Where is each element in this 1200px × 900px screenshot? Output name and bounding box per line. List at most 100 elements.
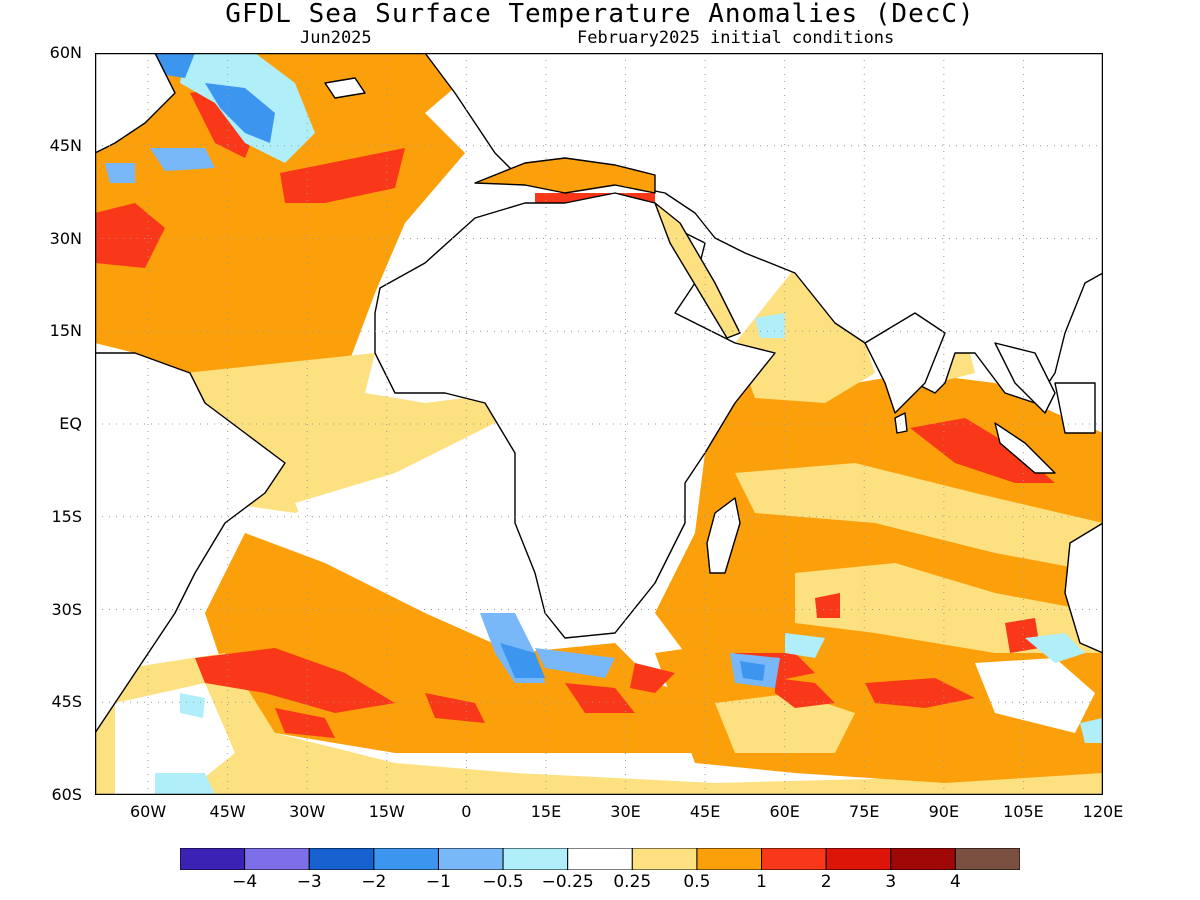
longitude-tick-label: 30E [610, 802, 641, 821]
anomaly-region [910, 418, 1055, 483]
anomaly-region [115, 683, 235, 795]
anomaly-region [190, 88, 255, 158]
colorbar-swatch [825, 848, 892, 870]
colorbar-swatch [631, 848, 698, 870]
island-sumatra [994, 422, 1056, 474]
colorbar-tick-label: −4 [232, 872, 258, 892]
anomaly-region [975, 658, 1095, 733]
longitude-tick-label: 120E [1082, 802, 1124, 821]
anomaly-region [630, 663, 675, 693]
latitude-tick-label: 60S [51, 785, 82, 804]
colorbar-tick-label: −3 [296, 872, 322, 892]
longitude-tick-label: 75E [849, 802, 880, 821]
land [95, 53, 1103, 734]
latitude-tick-label: EQ [59, 414, 82, 433]
latitude-tick-label: 30N [49, 228, 82, 248]
colorbar-tick-label: 2 [820, 872, 832, 892]
colorbar-tick-label: 4 [949, 872, 961, 892]
anomaly-region [1080, 718, 1103, 743]
cool-anomalies [105, 53, 1103, 795]
island-borneo [1054, 382, 1096, 434]
colorbar-swatch [890, 848, 956, 870]
colorbar-swatch [954, 848, 1020, 870]
continent-africa [374, 192, 776, 639]
anomaly-region [1025, 633, 1085, 663]
colorbar-swatch [180, 848, 246, 870]
anomaly-region [95, 53, 495, 383]
subcontinent-india [864, 312, 946, 414]
colorbar-swatch [308, 848, 375, 870]
latitude-tick-label: 15S [51, 506, 82, 526]
anomaly-region [95, 653, 1103, 795]
island-madagascar [706, 497, 741, 574]
sst-anomaly-map [95, 53, 1103, 795]
anomaly-region [95, 203, 165, 268]
anomaly-region [815, 593, 840, 618]
longitude-tick-label: 15E [530, 802, 562, 821]
colorbar-tick-label: −1 [425, 872, 451, 892]
longitude-tick-label: 60W [129, 802, 167, 821]
anomaly-region [425, 693, 485, 723]
anomaly-region [535, 648, 615, 678]
colorbar-tick-label: −2 [361, 872, 387, 892]
anomaly-region [785, 633, 825, 658]
longitude-tick-label: 0 [461, 802, 472, 821]
anomaly-region [205, 83, 275, 143]
latitude-tick-label: 45N [49, 135, 82, 155]
anomaly-region [180, 693, 205, 718]
colorbar-swatch [696, 848, 763, 870]
mediterranean-sea [474, 157, 656, 194]
colorbar [180, 848, 1020, 870]
anomaly-region [1005, 618, 1040, 653]
continent-south-america [95, 352, 286, 734]
longitude-tick-label: 60E [769, 802, 800, 821]
continent-australia [1064, 522, 1103, 654]
colorbar-tick-label: −0.5 [482, 872, 524, 892]
anomaly-region [865, 678, 975, 708]
colorbar-swatch [567, 848, 633, 870]
map-title: GFDL Sea Surface Temperature Anomalies (… [225, 0, 975, 29]
map-panel [95, 53, 1103, 795]
anomaly-region [275, 708, 335, 738]
colorbar-swatch [437, 848, 504, 870]
anomaly-region [195, 648, 395, 713]
anomaly-region [500, 643, 545, 678]
anomaly-region [150, 148, 215, 171]
anomaly-region [565, 683, 635, 713]
longitude-tick-label: 30W [289, 802, 326, 821]
anomaly-region [735, 463, 1103, 573]
colorbar-tick-label: 0.5 [683, 872, 711, 892]
longitude-tick-label: 15W [368, 802, 405, 821]
longitude-tick-label: 45E [689, 802, 721, 821]
colorbar-swatch [373, 848, 439, 870]
anomaly-region [105, 163, 135, 183]
colorbar-tick-label: 3 [885, 872, 897, 892]
longitude-tick-label: 105E [1003, 802, 1044, 821]
region-southeast-asia [994, 342, 1056, 414]
latitude-tick-label: 60N [49, 43, 82, 62]
latitude-tick-label: 30S [51, 599, 82, 619]
initial-conditions: February2025 initial conditions [577, 28, 895, 48]
longitude-tick-label: 45W [209, 802, 246, 821]
anomaly-region [755, 313, 785, 338]
continent-north-america [95, 53, 176, 154]
graticule [95, 53, 1103, 795]
longitude-tick-label: 90E [928, 802, 960, 821]
latitude-tick-label: 15N [49, 321, 82, 341]
anomaly-region [775, 678, 835, 708]
anomaly-region [280, 148, 405, 203]
colorbar-swatch [502, 848, 569, 870]
map-frame [95, 53, 1103, 795]
colorbar-tick-label: 0.25 [613, 872, 652, 892]
colorbar-tick-label: 1 [756, 872, 767, 892]
latitude-tick-label: 45S [51, 692, 82, 712]
forecast-month: Jun2025 [300, 28, 372, 48]
island-iceland [324, 77, 366, 99]
red-sea [654, 202, 741, 339]
colorbar-tick-label: −0.25 [541, 872, 594, 892]
colorbar-swatch [761, 848, 827, 870]
island-sri-lanka [894, 412, 908, 434]
anomaly-region [715, 693, 855, 753]
anomaly-region [155, 773, 215, 795]
colorbar-swatch [244, 848, 310, 870]
